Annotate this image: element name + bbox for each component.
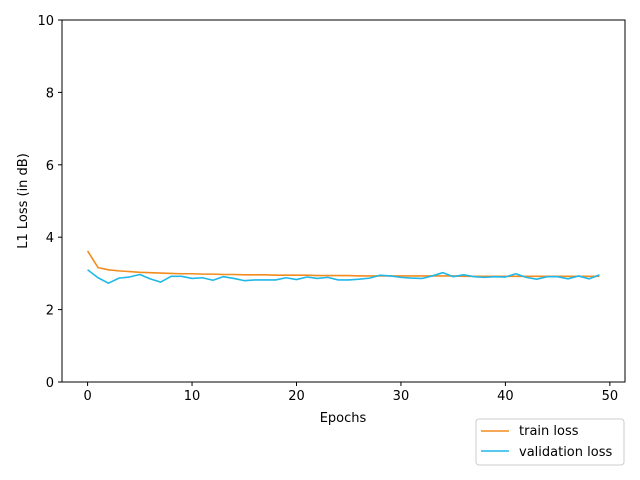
x-tick-label: 30 xyxy=(393,389,410,404)
legend-box xyxy=(475,418,625,466)
y-tick-label: 6 xyxy=(46,159,54,174)
y-tick-label: 4 xyxy=(46,231,54,246)
legend: train loss validation loss xyxy=(475,418,625,466)
legend-label-validation: validation loss xyxy=(519,445,612,460)
series-line-validation-loss xyxy=(87,269,600,284)
x-tick-label: 50 xyxy=(602,389,619,404)
y-tick-label: 10 xyxy=(37,14,54,29)
series-layer xyxy=(86,250,600,284)
x-tick-label: 10 xyxy=(184,389,201,404)
legend-label-train: train loss xyxy=(519,424,579,439)
x-axis: 0 10 20 30 40 50 xyxy=(83,382,618,404)
series-line-train-loss xyxy=(86,250,600,278)
y-axis: 0 2 4 6 8 10 xyxy=(37,14,62,391)
x-axis-label: Epochs xyxy=(320,411,367,426)
y-tick-label: 8 xyxy=(46,86,54,101)
x-tick-label: 0 xyxy=(83,389,91,404)
x-tick-label: 40 xyxy=(497,389,514,404)
x-tick-label: 20 xyxy=(288,389,305,404)
y-tick-label: 2 xyxy=(46,304,54,319)
plot-frame xyxy=(61,19,626,383)
y-axis-label: L1 Loss (in dB) xyxy=(16,153,31,249)
y-tick-label: 0 xyxy=(46,376,54,391)
